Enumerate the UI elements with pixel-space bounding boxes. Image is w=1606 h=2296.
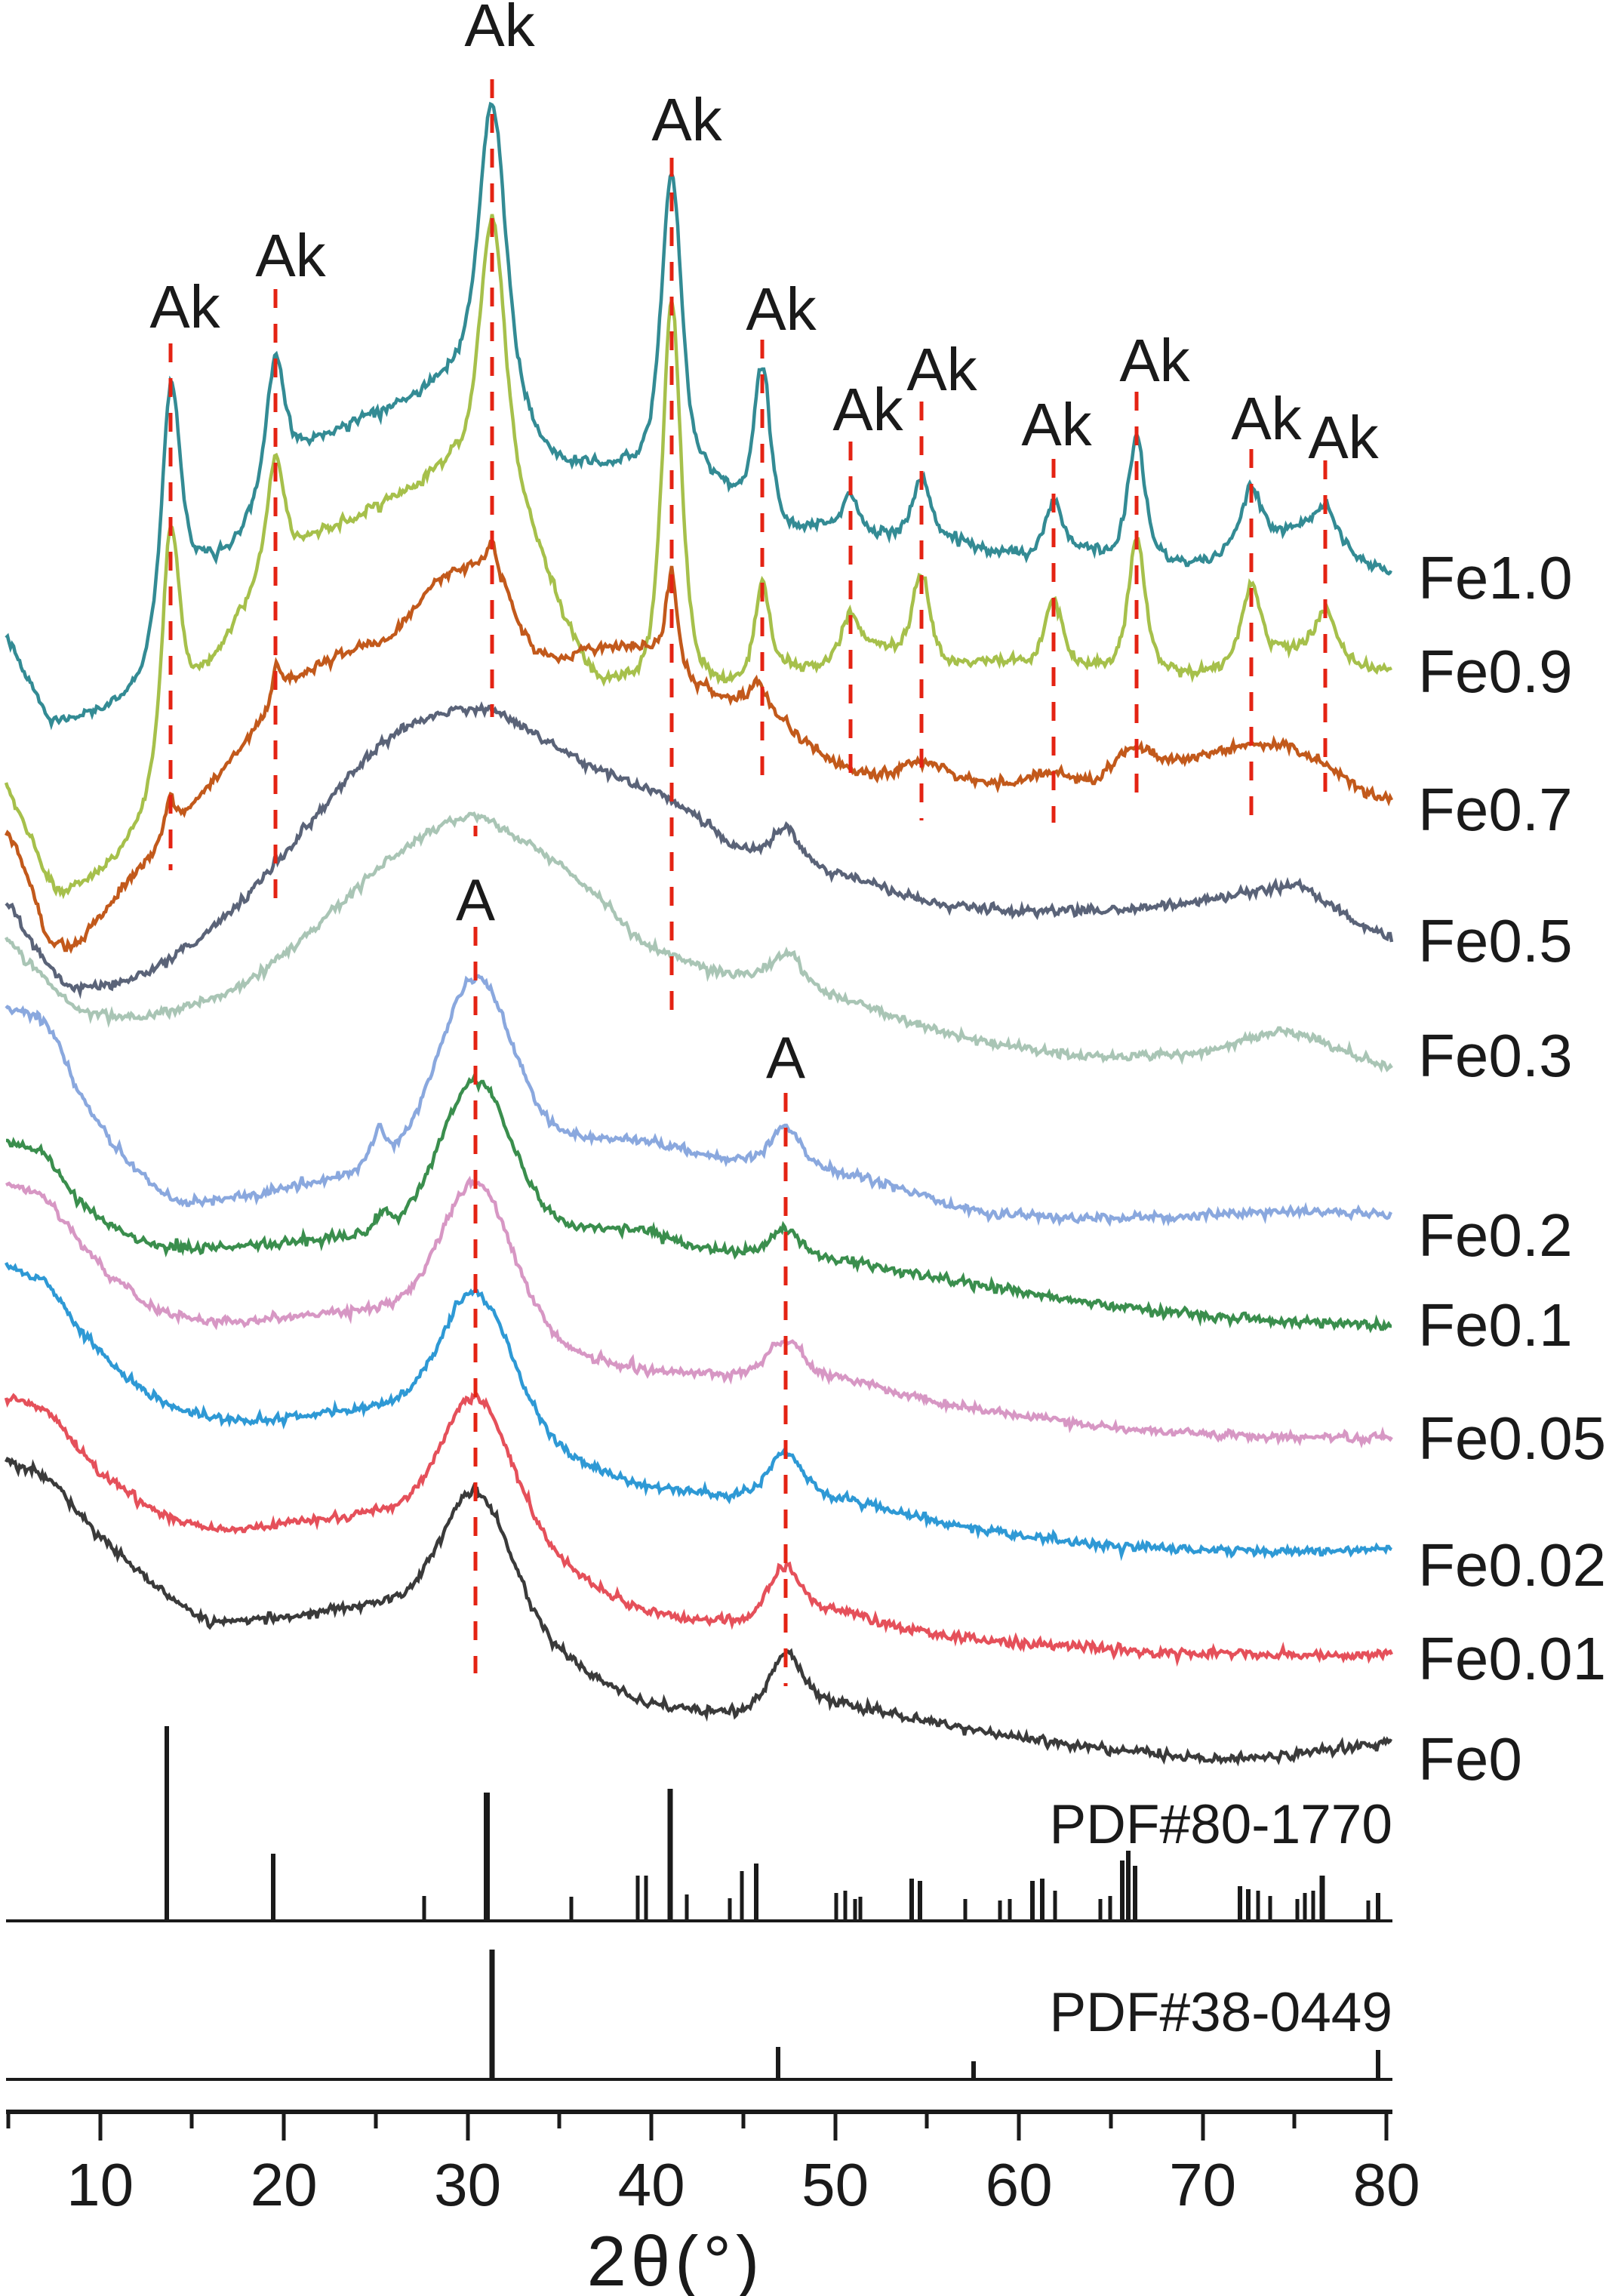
svg-text:Ak: Ak	[1119, 327, 1190, 394]
svg-text:A: A	[456, 866, 495, 933]
svg-text:Ak: Ak	[464, 0, 535, 59]
svg-text:Fe0.5: Fe0.5	[1418, 907, 1573, 974]
svg-text:30: 30	[434, 2151, 501, 2218]
svg-text:80: 80	[1353, 2151, 1420, 2218]
svg-text:Fe1.0: Fe1.0	[1418, 544, 1573, 611]
svg-text:PDF#80-1770: PDF#80-1770	[1049, 1794, 1392, 1855]
svg-text:20: 20	[251, 2151, 318, 2218]
svg-text:Ak: Ak	[1308, 404, 1379, 471]
svg-text:50: 50	[801, 2151, 869, 2218]
svg-text:Ak: Ak	[746, 275, 817, 343]
svg-text:Fe0.7: Fe0.7	[1418, 776, 1573, 843]
svg-text:40: 40	[618, 2151, 685, 2218]
svg-text:Ak: Ak	[1021, 391, 1092, 458]
svg-text:Ak: Ak	[906, 336, 977, 403]
svg-text:Fe0.01: Fe0.01	[1418, 1625, 1606, 1692]
svg-text:Fe0.9: Fe0.9	[1418, 638, 1573, 705]
svg-text:Ak: Ak	[651, 86, 722, 153]
svg-text:Fe0.05: Fe0.05	[1418, 1405, 1606, 1472]
svg-text:Fe0.1: Fe0.1	[1418, 1291, 1573, 1359]
svg-text:2θ(°): 2θ(°)	[587, 2221, 765, 2296]
svg-text:PDF#38-0449: PDF#38-0449	[1049, 1982, 1392, 2043]
svg-text:Ak: Ak	[832, 376, 903, 443]
svg-text:Ak: Ak	[255, 222, 326, 289]
svg-text:A: A	[766, 1024, 805, 1091]
svg-text:Ak: Ak	[1231, 385, 1302, 452]
svg-text:Fe0.02: Fe0.02	[1418, 1531, 1606, 1599]
svg-text:Fe0: Fe0	[1418, 1725, 1522, 1793]
svg-text:Fe0.3: Fe0.3	[1418, 1022, 1573, 1089]
svg-text:60: 60	[986, 2151, 1053, 2218]
svg-text:Fe0.2: Fe0.2	[1418, 1202, 1573, 1269]
svg-text:10: 10	[66, 2151, 134, 2218]
svg-text:70: 70	[1169, 2151, 1236, 2218]
svg-text:Ak: Ak	[149, 273, 220, 340]
